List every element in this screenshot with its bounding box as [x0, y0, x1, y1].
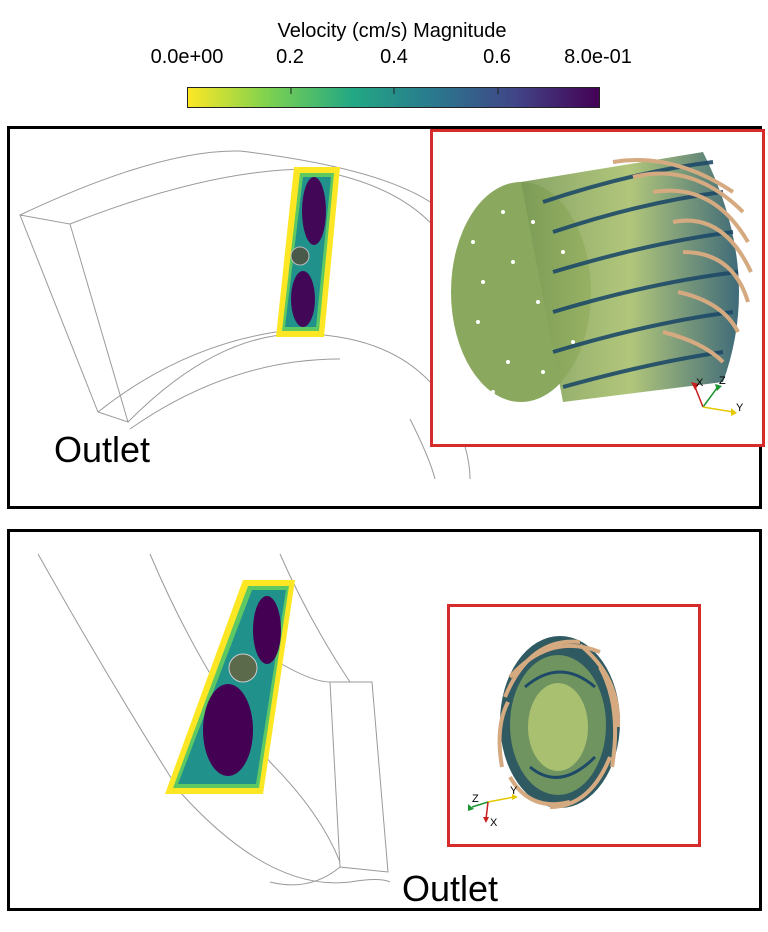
axis-label: Z: [472, 793, 479, 805]
top-panel-geometry: [19, 150, 471, 480]
top-panel: Outlet: [7, 126, 765, 509]
colorbar-tick-label: 0.4: [380, 46, 408, 68]
colorbar-tick-label: 0.0e+00: [150, 46, 224, 68]
colorbar-gradient: [187, 87, 600, 108]
axes-triad: [691, 382, 737, 416]
bottom-slice: [165, 580, 295, 794]
axis-label: Z: [719, 375, 726, 387]
colorbar-tick-label: 0.6: [483, 46, 511, 68]
axes-triad: [468, 794, 518, 823]
colorbar-ticks: [290, 88, 499, 94]
bottom-panel-geometry: [37, 553, 391, 886]
axis-label: X: [490, 817, 498, 829]
top-inset: X Z Y: [430, 129, 765, 447]
colorbar-tick-label: 0.2: [276, 46, 304, 68]
axis-label: Y: [736, 402, 744, 414]
outlet-label: Outlet: [54, 429, 151, 470]
axis-label: Y: [510, 785, 518, 797]
axis-label: X: [696, 377, 704, 389]
bottom-panel: Outlet: [7, 529, 762, 911]
colorbar-title: Velocity (cm/s) Magnitude: [277, 20, 507, 42]
bottom-inset-streamlines: [468, 636, 621, 823]
outlet-label: Outlet: [402, 868, 499, 909]
top-slice: [276, 167, 340, 337]
colorbar-tick-label: 8.0e-01: [564, 46, 632, 68]
bottom-inset: Z Y X: [447, 604, 701, 847]
top-inset-streamlines: [451, 152, 753, 416]
